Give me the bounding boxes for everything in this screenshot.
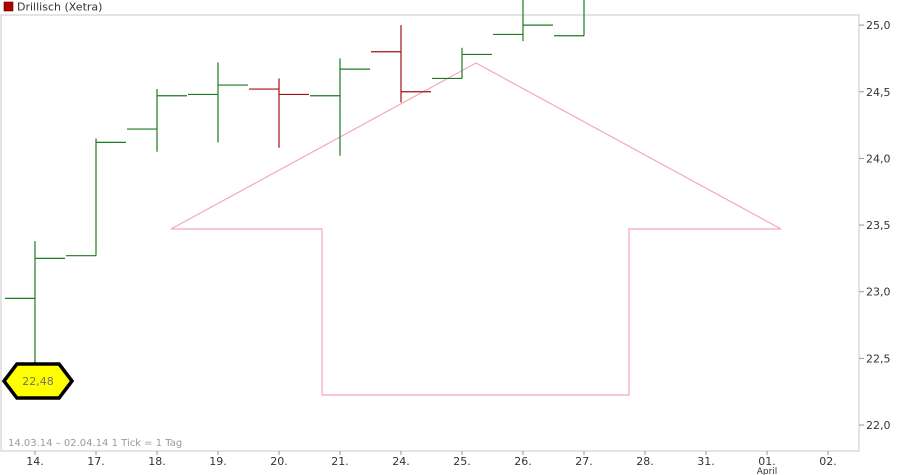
x-tick-label: 14.: [26, 455, 44, 468]
legend: Drillisch (Xetra): [3, 1, 102, 14]
x-tick-label: 01.: [758, 455, 776, 468]
month-label: April: [757, 467, 778, 475]
ohlc-bar: [554, 0, 585, 37]
x-tick-label: 21.: [331, 455, 349, 468]
x-tick-label: 26.: [514, 455, 532, 468]
y-tick-label: 24,5: [866, 86, 891, 99]
x-tick-label: 18.: [148, 455, 166, 468]
ohlc-bar: [310, 58, 370, 156]
ohlc-bar: [432, 47, 492, 80]
trend-arrow-shape: [170, 62, 782, 396]
plot-area: [0, 14, 860, 452]
y-tick-label: 25,0: [866, 19, 891, 32]
chart-footer: 14.03.14 – 02.04.14 1 Tick = 1 Tag: [8, 438, 182, 449]
y-tick-label: 23,5: [866, 219, 891, 232]
y-tick-label: 22,0: [866, 419, 891, 432]
ohlc-bar: [5, 241, 65, 362]
low-marker-label: 22,48: [22, 375, 54, 388]
y-tick-label: 24,0: [866, 152, 891, 165]
y-tick-label: 23,0: [866, 286, 891, 299]
x-tick-label: 25.: [453, 455, 471, 468]
ohlc-bars: [5, 0, 585, 362]
legend-swatch: [3, 1, 14, 12]
y-axis: 22,022,523,023,524,024,525,025,526,026,5…: [859, 19, 891, 432]
ohlc-bar: [249, 78, 309, 148]
x-tick-label: 17.: [87, 455, 105, 468]
x-tick-label: 28.: [636, 455, 654, 468]
x-tick-label: 24.: [392, 455, 410, 468]
ohlc-bar: [127, 89, 187, 152]
ohlc-bar: [188, 62, 248, 143]
x-tick-label: 31.: [697, 455, 715, 468]
low-marker: 22,48: [1, 362, 75, 400]
chart-title: Drillisch (Xetra): [17, 1, 102, 14]
x-tick-label: 27.: [575, 455, 593, 468]
extreme-markers: 22,4827,5: [1, 361, 75, 400]
low-marker-shape: [1, 362, 75, 400]
ohlc-bar: [493, 0, 553, 42]
ohlc-bar: [66, 138, 126, 257]
ohlc-bar: [371, 25, 431, 103]
x-tick-label: 19.: [209, 455, 227, 468]
x-axis: 14. 17. 18. 19. 20. 21. 24. 25. 26. 27. 28. 31. 01. 0…: [26, 451, 837, 475]
y-tick-label: 22,5: [866, 352, 891, 365]
x-tick-label: 02.: [819, 455, 837, 468]
x-tick-label: 20.: [270, 455, 288, 468]
